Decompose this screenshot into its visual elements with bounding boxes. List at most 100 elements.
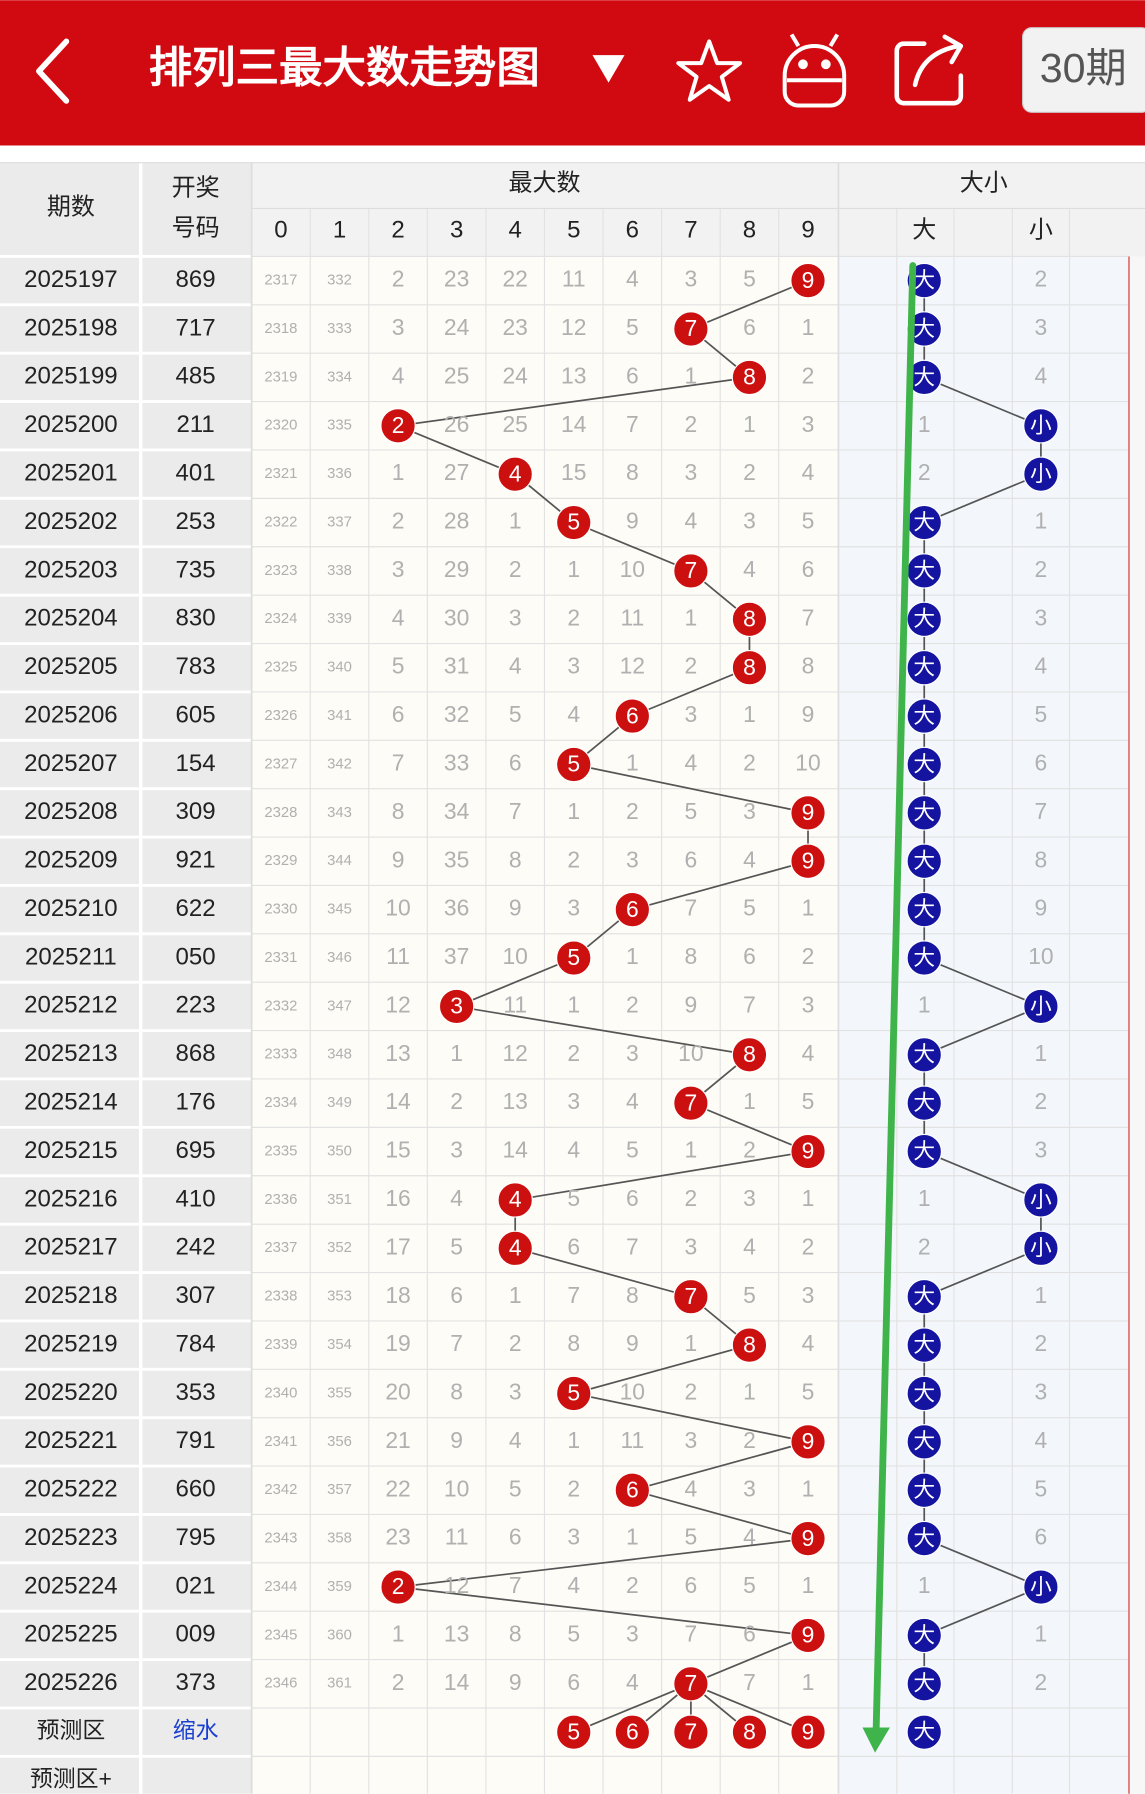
omission: 2 bbox=[509, 1330, 522, 1356]
period: 2025215 bbox=[24, 1137, 118, 1164]
omission: 3 bbox=[802, 1282, 815, 1308]
small-omission: 3 bbox=[1035, 314, 1048, 340]
hit-digit: 4 bbox=[509, 1235, 522, 1261]
omission: 9 bbox=[626, 1330, 639, 1356]
hit-ball bbox=[731, 359, 768, 396]
draw-number: 869 bbox=[176, 266, 216, 293]
omission: 18 bbox=[385, 1282, 410, 1308]
omission: 5 bbox=[567, 1620, 580, 1646]
big-omission: 1 bbox=[918, 1572, 931, 1598]
hit-ball bbox=[438, 988, 475, 1025]
hit-ball bbox=[614, 698, 651, 734]
period: 2025210 bbox=[24, 895, 118, 922]
big-label: 大 bbox=[913, 364, 935, 389]
draw-number: 223 bbox=[176, 992, 216, 1019]
omission: 11 bbox=[445, 1524, 469, 1550]
omission: 2 bbox=[567, 1475, 580, 1501]
omission: 354 bbox=[327, 1337, 352, 1353]
big-ball bbox=[906, 649, 942, 686]
omission: 350 bbox=[327, 1143, 352, 1159]
omission: 2 bbox=[626, 1572, 639, 1598]
share-icon[interactable] bbox=[894, 34, 964, 106]
omission: 1 bbox=[802, 1572, 815, 1598]
omission: 2336 bbox=[264, 1192, 297, 1208]
omission: 2 bbox=[802, 1233, 815, 1259]
omission: 5 bbox=[743, 266, 756, 292]
small-omission: 2 bbox=[1035, 266, 1048, 292]
omission: 4 bbox=[743, 846, 756, 872]
period: 2025201 bbox=[24, 460, 118, 487]
omission: 3 bbox=[509, 604, 522, 630]
omission: 6 bbox=[802, 556, 815, 582]
draw-number: 253 bbox=[176, 508, 216, 535]
omission: 2 bbox=[802, 943, 815, 969]
period-button[interactable]: 30期 bbox=[1040, 45, 1127, 91]
omission: 356 bbox=[327, 1434, 352, 1450]
omission: 17 bbox=[385, 1233, 410, 1259]
big-label: 大 bbox=[913, 1622, 935, 1647]
big-label: 大 bbox=[913, 1671, 935, 1696]
big-label: 大 bbox=[913, 703, 935, 728]
period: 2025224 bbox=[24, 1572, 118, 1599]
period: 2025204 bbox=[24, 605, 118, 632]
big-ball bbox=[906, 1133, 942, 1170]
omission: 358 bbox=[327, 1531, 352, 1547]
small-ball bbox=[1023, 1230, 1059, 1267]
omission: 2335 bbox=[264, 1143, 297, 1159]
hit-ball bbox=[731, 601, 768, 638]
omission: 1 bbox=[743, 1088, 756, 1114]
omission: 2342 bbox=[264, 1482, 297, 1498]
omission: 1 bbox=[743, 1379, 756, 1405]
big-label: 大 bbox=[913, 606, 935, 631]
hit-ball bbox=[790, 1133, 826, 1170]
omission: 6 bbox=[626, 362, 639, 388]
omission: 3 bbox=[743, 798, 756, 824]
period-button-bg[interactable] bbox=[1022, 27, 1145, 113]
big-ball bbox=[906, 795, 942, 831]
omission: 4 bbox=[685, 750, 698, 776]
omission: 3 bbox=[567, 895, 580, 921]
favorite-icon[interactable] bbox=[676, 39, 743, 102]
omission: 5 bbox=[802, 508, 815, 534]
omission: 4 bbox=[392, 362, 405, 388]
omission: 14 bbox=[561, 411, 587, 437]
big-ball bbox=[906, 1472, 942, 1508]
draw-number: 307 bbox=[176, 1282, 216, 1309]
hit-ball bbox=[556, 504, 592, 541]
page-title[interactable]: 排列三最大数走势图 bbox=[149, 45, 540, 93]
android-icon[interactable] bbox=[782, 33, 847, 108]
big-omission: 1 bbox=[918, 411, 931, 437]
big-ball bbox=[906, 1037, 942, 1073]
omission: 12 bbox=[561, 314, 586, 340]
hit-ball bbox=[497, 1230, 533, 1267]
omission: 339 bbox=[327, 611, 352, 627]
draw-number: 735 bbox=[176, 556, 216, 583]
hit-ball bbox=[673, 1666, 709, 1702]
omission: 3 bbox=[743, 1475, 756, 1501]
header-digit: 4 bbox=[509, 217, 522, 244]
omission: 33 bbox=[444, 750, 469, 776]
omission: 25 bbox=[502, 411, 527, 437]
big-ball bbox=[906, 698, 942, 734]
big-omission: 2 bbox=[918, 1233, 931, 1259]
omission: 5 bbox=[685, 798, 698, 824]
omission: 15 bbox=[561, 459, 586, 485]
small-ball bbox=[1023, 1182, 1059, 1218]
draw-number: 660 bbox=[176, 1476, 216, 1503]
omission: 8 bbox=[567, 1330, 580, 1356]
omission: 361 bbox=[327, 1676, 352, 1692]
omission: 2321 bbox=[264, 466, 297, 482]
small-omission: 1 bbox=[1035, 1620, 1048, 1646]
hit-ball bbox=[497, 456, 533, 492]
omission: 4 bbox=[743, 1524, 756, 1550]
back-button[interactable] bbox=[36, 38, 70, 104]
big-label: 大 bbox=[913, 848, 935, 873]
omission: 6 bbox=[626, 1185, 639, 1211]
omission: 3 bbox=[685, 459, 698, 485]
header-number: 开奖 bbox=[172, 174, 220, 201]
header-number: 号码 bbox=[172, 214, 220, 241]
predict-link[interactable]: 缩水 bbox=[173, 1717, 219, 1743]
dropdown-arrow[interactable] bbox=[592, 55, 625, 83]
